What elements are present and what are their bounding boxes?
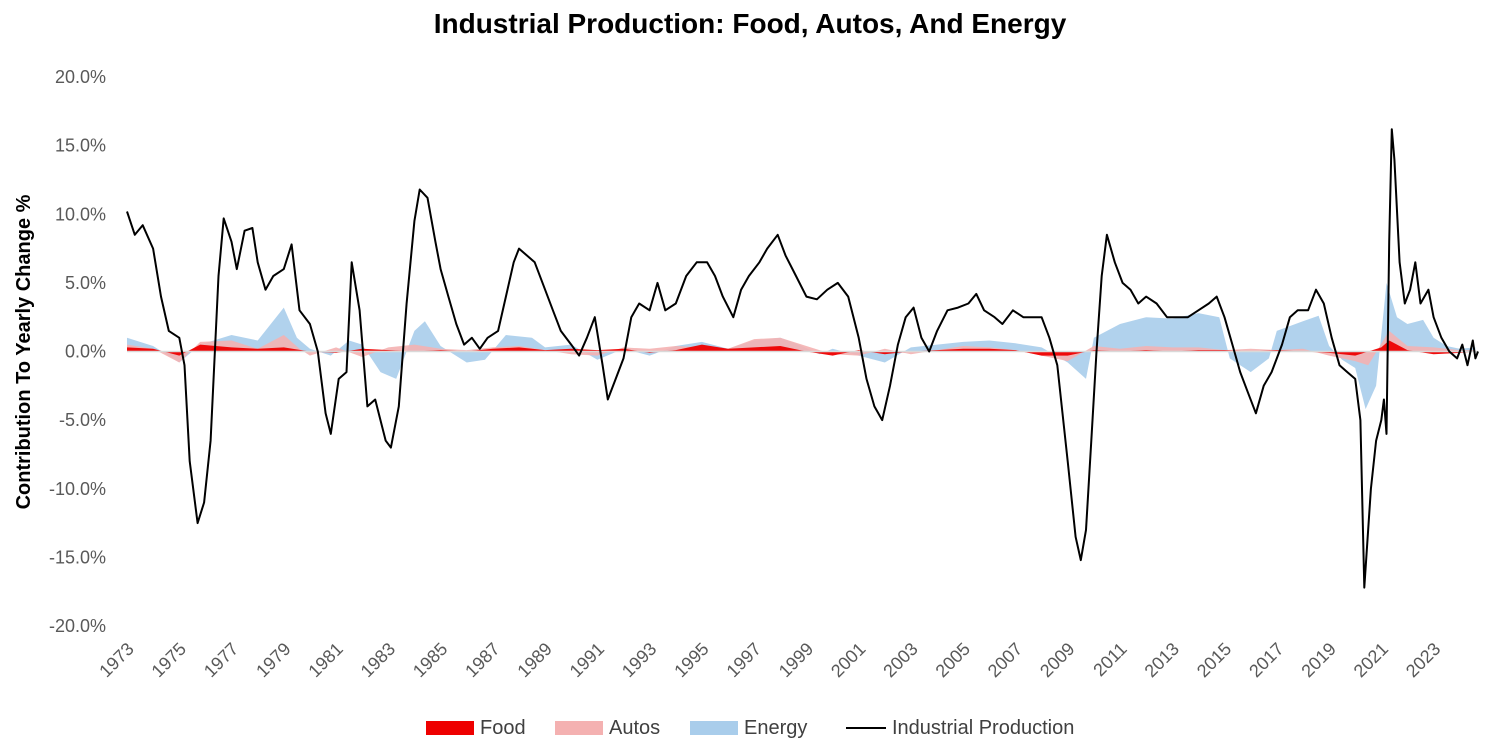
x-axis-ticks: 1973 1975 1977 1979 1981 1983 1985 1987 1989 1991… [95,639,1444,681]
y-axis-label: Contribution To Yearly Change % [13,194,35,509]
x-tick-label: 1979 [252,639,294,681]
legend-label-autos: Autos [609,716,661,739]
x-tick-label: 1991 [566,639,608,681]
y-tick-label: -5.0% [59,410,106,430]
y-tick-label: -15.0% [49,547,106,567]
x-tick-label: 1997 [723,639,765,681]
x-tick-label: 2015 [1193,639,1235,681]
x-tick-label: 1987 [461,639,503,681]
area-series-layer [127,282,1476,410]
y-tick-label: -20.0% [49,616,106,636]
x-tick-label: 2001 [827,639,869,681]
y-tick-label: 10.0% [55,204,106,224]
legend-item-food: Food [426,714,526,742]
x-tick-label: 2009 [1036,639,1078,681]
x-tick-label: 1973 [95,639,137,681]
legend-item-energy: Energy [690,714,807,742]
x-tick-label: 2019 [1297,639,1339,681]
legend-label-energy: Energy [744,716,808,739]
y-tick-label: 20.0% [55,67,106,87]
legend-label-food: Food [480,716,526,739]
x-tick-label: 1983 [357,639,399,681]
x-tick-label: 1985 [409,639,451,681]
x-tick-label: 1999 [775,639,817,681]
legend-swatch-autos [555,721,603,735]
x-tick-label: 2005 [932,639,974,681]
x-tick-label: 1981 [304,639,346,681]
legend-label-industrial-production: Industrial Production [892,716,1075,739]
x-tick-label: 2007 [984,639,1026,681]
x-tick-label: 2023 [1402,639,1444,681]
y-tick-label: 5.0% [65,273,106,293]
x-tick-label: 2021 [1350,639,1392,681]
line-series-layer [126,128,1479,589]
legend: Food Autos Energy Industrial Production [0,714,1500,742]
x-tick-label: 2003 [879,639,921,681]
y-tick-label: 15.0% [55,136,106,156]
series-area-autos [127,330,1476,366]
x-tick-label: 2011 [1089,639,1131,681]
x-tick-label: 2013 [1141,639,1183,681]
legend-swatch-industrial-production [846,727,886,729]
y-tick-label: -10.0% [49,479,106,499]
legend-item-autos: Autos [555,714,660,742]
x-tick-label: 1975 [148,639,190,681]
x-tick-label: 1995 [670,639,712,681]
legend-swatch-food [426,721,474,735]
y-axis-ticks: 20.0% 15.0% 10.0% 5.0% 0.0% -5.0% -10.0% -15.0%… [49,67,106,636]
chart-title: Industrial Production: Food, Autos, And … [433,8,1067,39]
x-tick-label: 1977 [200,639,242,681]
x-tick-label: 2017 [1245,639,1287,681]
legend-swatch-energy [690,721,738,735]
y-tick-label: 0.0% [65,342,106,362]
series-line-industrial-production [126,128,1479,589]
x-tick-label: 1989 [513,639,555,681]
x-tick-label: 1993 [618,639,660,681]
legend-item-industrial-production: Industrial Production [846,714,1074,742]
